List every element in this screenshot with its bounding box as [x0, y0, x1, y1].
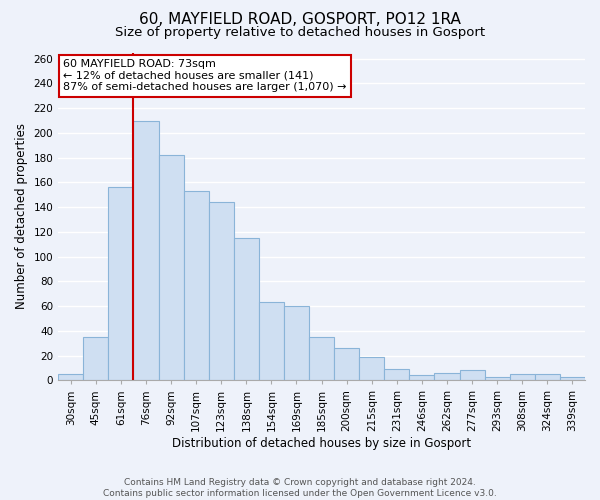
Bar [460, 370, 485, 380]
Bar [535, 374, 560, 380]
Bar [510, 374, 535, 380]
Y-axis label: Number of detached properties: Number of detached properties [15, 124, 28, 310]
Bar [83, 337, 109, 380]
Bar [284, 306, 309, 380]
Bar [209, 202, 234, 380]
Bar [309, 337, 334, 380]
Text: 60 MAYFIELD ROAD: 73sqm
← 12% of detached houses are smaller (141)
87% of semi-d: 60 MAYFIELD ROAD: 73sqm ← 12% of detache… [64, 59, 347, 92]
Bar [560, 376, 585, 380]
Bar [234, 238, 259, 380]
Bar [184, 191, 209, 380]
Bar [259, 302, 284, 380]
X-axis label: Distribution of detached houses by size in Gosport: Distribution of detached houses by size … [172, 437, 471, 450]
Text: Size of property relative to detached houses in Gosport: Size of property relative to detached ho… [115, 26, 485, 39]
Bar [485, 376, 510, 380]
Bar [109, 188, 133, 380]
Bar [385, 369, 409, 380]
Bar [409, 376, 434, 380]
Text: Contains HM Land Registry data © Crown copyright and database right 2024.
Contai: Contains HM Land Registry data © Crown c… [103, 478, 497, 498]
Bar [58, 374, 83, 380]
Bar [133, 120, 158, 380]
Text: 60, MAYFIELD ROAD, GOSPORT, PO12 1RA: 60, MAYFIELD ROAD, GOSPORT, PO12 1RA [139, 12, 461, 28]
Bar [434, 373, 460, 380]
Bar [359, 357, 385, 380]
Bar [158, 155, 184, 380]
Bar [334, 348, 359, 380]
